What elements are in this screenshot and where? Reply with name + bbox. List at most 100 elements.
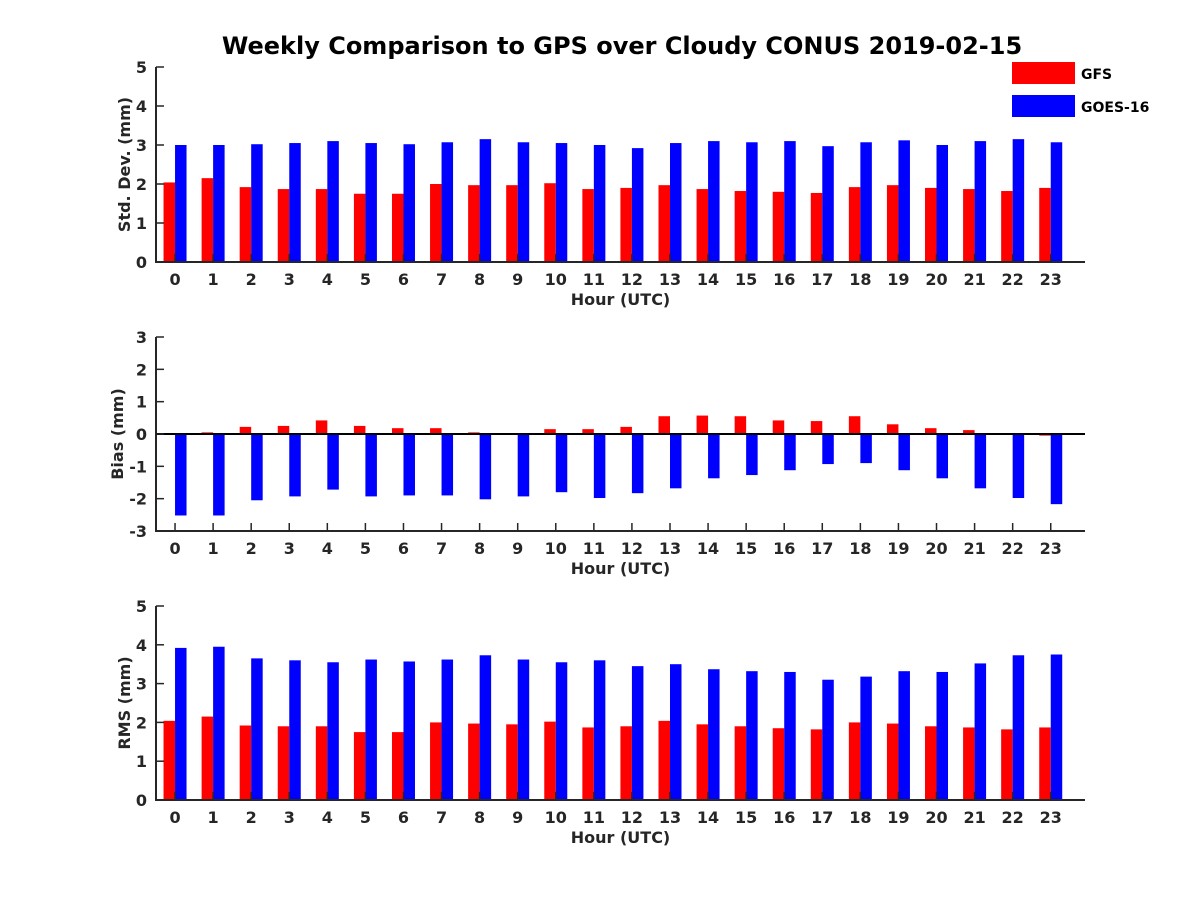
bias-x-tick-label: 12 (621, 539, 643, 558)
std-dev-y-tick-label: 5 (136, 58, 147, 77)
std-dev-x-tick-label: 2 (246, 270, 257, 289)
bias-bar-goes16-0 (175, 434, 187, 516)
rms-bar-gfs-1 (201, 716, 214, 800)
bias-x-tick-label: 17 (811, 539, 833, 558)
std-dev-x-tick-label: 20 (925, 270, 947, 289)
std-dev-bar-gfs-10 (544, 183, 556, 262)
bias-bar-goes16-16 (784, 434, 796, 471)
bias-bar-gfs-11 (582, 429, 594, 434)
rms-bar-goes16-15 (746, 671, 758, 800)
std-dev-bar-gfs-4 (315, 189, 328, 262)
bias-x-tick-label: 0 (169, 539, 180, 558)
bias-bar-gfs-7 (430, 428, 442, 434)
bias-bar-goes16-9 (517, 434, 530, 497)
legend-label-goes16: GOES-16 (1081, 100, 1149, 116)
legend-swatch-goes16 (1012, 95, 1075, 117)
std-dev-bar-gfs-16 (772, 191, 785, 262)
bias-x-tick-label: 1 (208, 539, 219, 558)
bias-x-axis-label: Hour (UTC) (571, 559, 671, 578)
bias-bar-goes16-3 (289, 434, 301, 497)
rms-x-tick-label: 16 (773, 808, 795, 827)
std-dev-bar-goes16-1 (213, 145, 225, 262)
bias-bar-goes16-22 (1012, 434, 1025, 499)
bias-bar-goes16-1 (213, 434, 225, 516)
std-dev-bar-goes16-13 (670, 143, 682, 262)
bias-bar-goes16-15 (746, 434, 758, 476)
std-dev-bar-gfs-5 (353, 193, 366, 262)
bias-x-tick-label: 14 (697, 539, 719, 558)
bias-x-tick-label: 22 (1002, 539, 1024, 558)
bias-bar-goes16-17 (822, 434, 834, 465)
legend-swatch-gfs (1012, 62, 1075, 84)
std-dev-x-tick-label: 8 (474, 270, 485, 289)
rms-bar-goes16-0 (175, 647, 187, 800)
std-dev-y-tick-label: 0 (136, 253, 147, 272)
rms-bar-gfs-2 (239, 725, 252, 800)
rms-bar-goes16-17 (822, 679, 834, 800)
rms-x-tick-label: 0 (169, 808, 180, 827)
rms-y-tick-label: 3 (136, 675, 147, 694)
bias-bar-gfs-14 (696, 415, 709, 434)
std-dev-bar-gfs-15 (734, 191, 747, 262)
legend: GFS GOES-16 (1012, 62, 1149, 117)
rms-bar-gfs-5 (353, 732, 366, 800)
std-dev-bar-gfs-23 (1039, 187, 1051, 262)
bias-x-tick-label: 13 (659, 539, 681, 558)
rms-bar-gfs-6 (391, 732, 404, 800)
std-dev-bar-goes16-22 (1012, 139, 1025, 262)
rms-x-tick-label: 3 (284, 808, 295, 827)
bias-bar-gfs-4 (315, 420, 328, 434)
rms-x-tick-label: 14 (697, 808, 719, 827)
bias-bar-goes16-2 (251, 434, 263, 501)
bias-y-tick-label: -3 (129, 522, 147, 541)
bias-y-tick-label: -2 (129, 490, 147, 509)
std-dev-x-tick-label: 18 (849, 270, 871, 289)
std-dev-bar-gfs-18 (848, 187, 861, 262)
rms-bar-gfs-15 (734, 726, 747, 800)
rms-bar-gfs-4 (315, 726, 328, 800)
std-dev-bar-goes16-2 (251, 144, 263, 262)
rms-bar-gfs-8 (468, 723, 480, 800)
std-dev-x-tick-label: 13 (659, 270, 681, 289)
std-dev-bar-gfs-0 (163, 182, 176, 262)
std-dev-x-axis-label: Hour (UTC) (571, 290, 671, 309)
rms-bar-gfs-13 (658, 720, 670, 800)
std-dev-bar-goes16-4 (327, 141, 339, 262)
bias-bar-gfs-15 (734, 416, 747, 434)
bias-x-tick-label: 21 (963, 539, 985, 558)
bias-y-tick-label: 2 (136, 360, 147, 379)
std-dev-bar-goes16-18 (860, 142, 872, 262)
std-dev-bar-goes16-12 (631, 148, 644, 262)
rms-x-tick-label: 7 (436, 808, 447, 827)
std-dev-bar-goes16-16 (784, 141, 796, 262)
legend-label-gfs: GFS (1081, 67, 1112, 83)
rms-x-tick-label: 4 (322, 808, 333, 827)
rms-bar-goes16-8 (479, 655, 492, 800)
std-dev-bar-gfs-6 (391, 193, 404, 262)
bias-bar-goes16-23 (1050, 434, 1063, 505)
std-dev-bar-gfs-13 (658, 185, 670, 262)
rms-bar-goes16-14 (708, 669, 720, 800)
std-dev-x-tick-label: 23 (1040, 270, 1062, 289)
bias-bar-gfs-19 (886, 424, 899, 434)
rms-bar-goes16-7 (441, 659, 454, 800)
bias-y-tick-label: -1 (129, 457, 147, 476)
std-dev-bar-goes16-23 (1050, 142, 1063, 262)
rms-bar-gfs-21 (963, 727, 975, 800)
bias-bar-goes16-6 (403, 434, 415, 496)
std-dev-y-axis-label: Std. Dev. (mm) (115, 97, 134, 232)
rms-x-tick-label: 23 (1040, 808, 1062, 827)
bias-bar-gfs-20 (925, 428, 937, 434)
std-dev-bar-gfs-12 (620, 187, 632, 262)
rms-x-tick-label: 20 (925, 808, 947, 827)
bias-bar-goes16-20 (936, 434, 949, 479)
bias-bar-gfs-12 (620, 426, 632, 434)
bias-bar-gfs-2 (239, 426, 252, 434)
rms-bar-gfs-22 (1001, 729, 1013, 800)
rms-bar-gfs-18 (848, 722, 861, 800)
rms-bar-goes16-19 (898, 671, 910, 800)
std-dev-x-tick-label: 5 (360, 270, 371, 289)
std-dev-x-tick-label: 0 (169, 270, 180, 289)
rms-x-axis-label: Hour (UTC) (571, 828, 671, 847)
bias-bar-gfs-18 (848, 416, 861, 434)
